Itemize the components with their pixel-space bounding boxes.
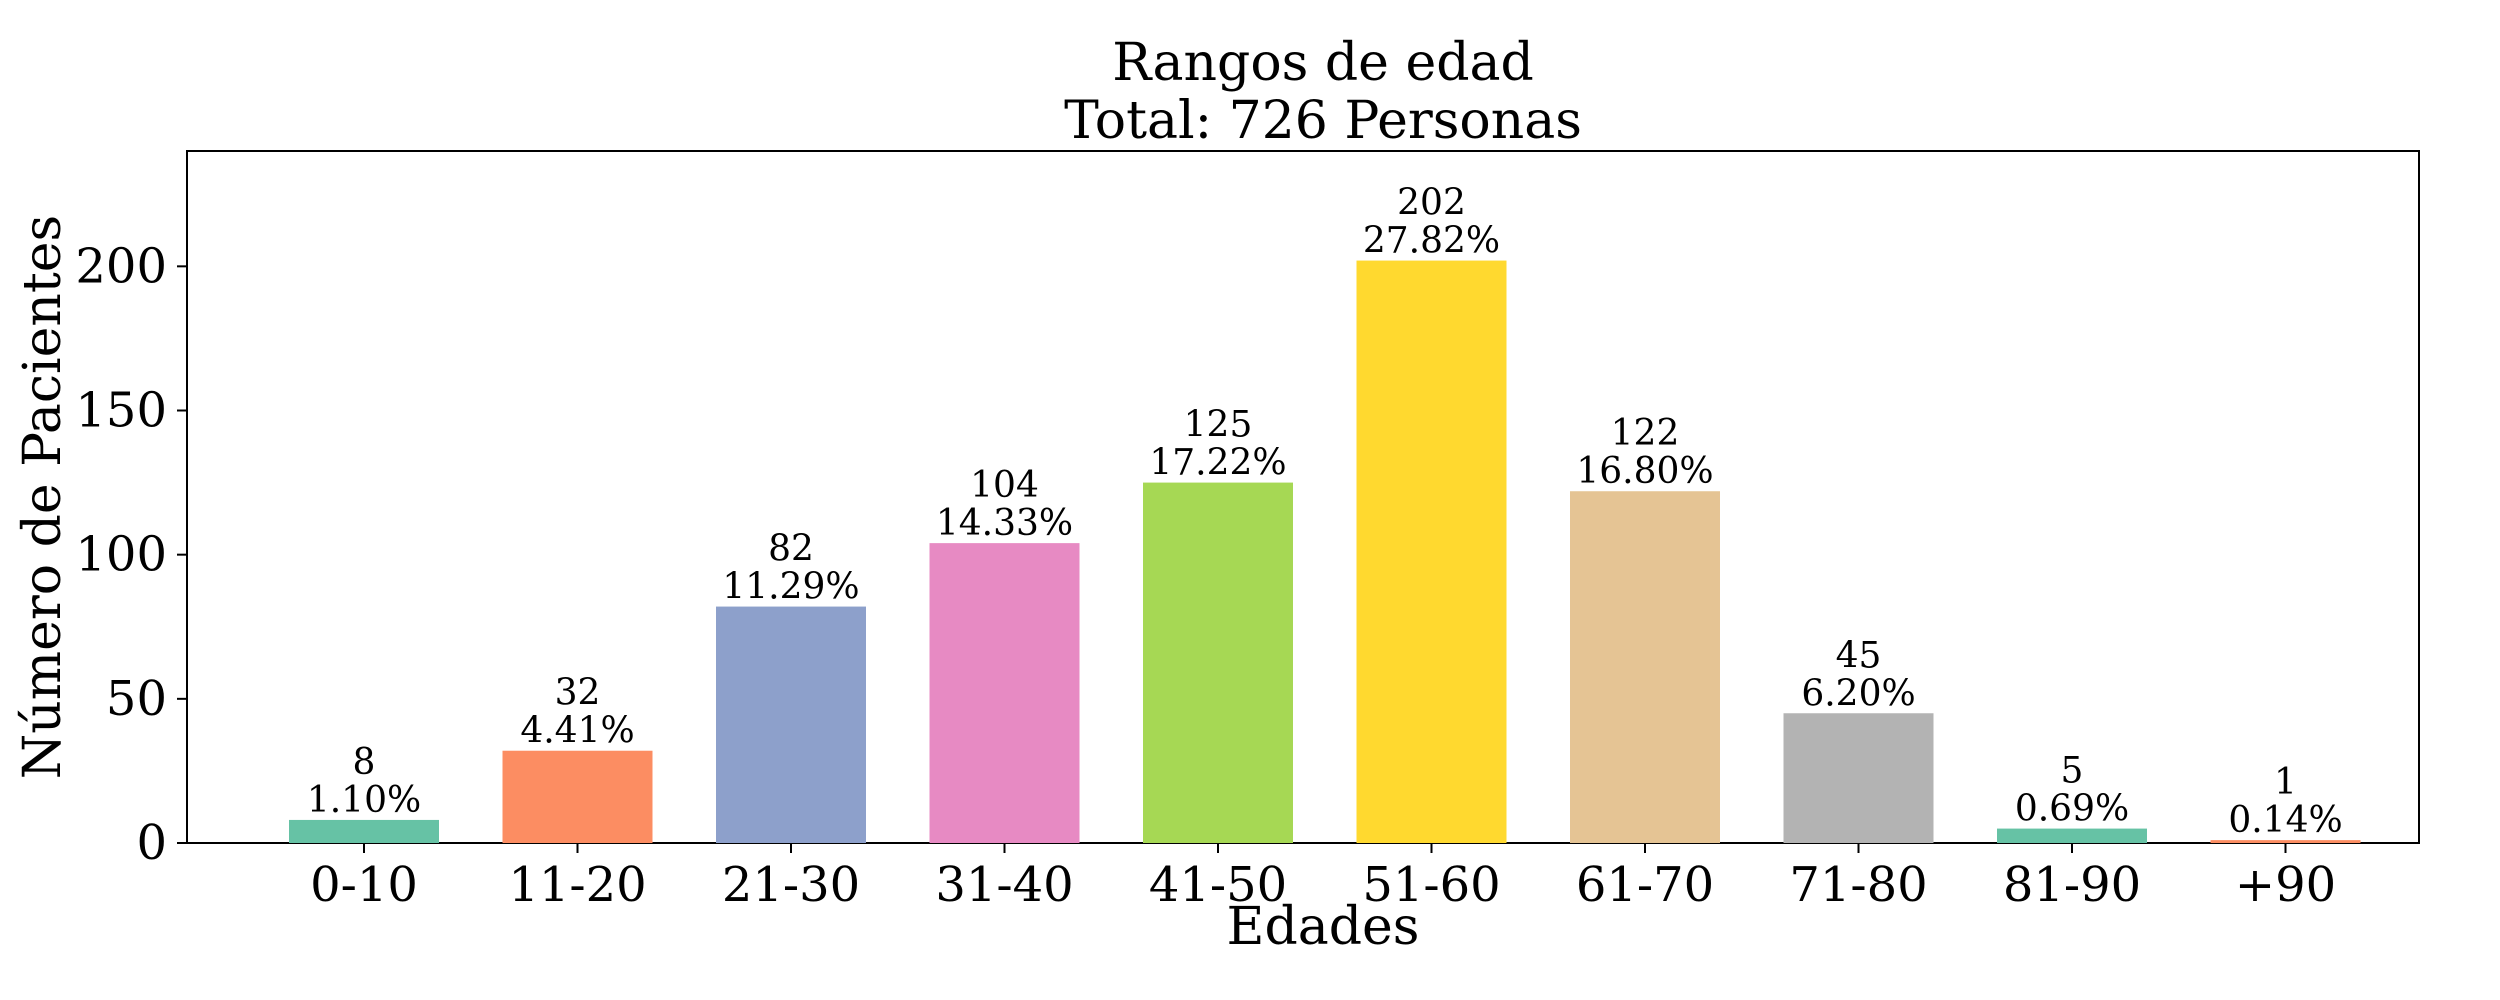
x-tick-label-+90: +90 [2235, 857, 2336, 913]
data-label-count-41-50: 125 [1184, 405, 1253, 446]
y-tick-label-150: 150 [75, 383, 167, 439]
y-tick-label-50: 50 [106, 671, 167, 727]
data-label-percent-41-50: 17.22% [1149, 443, 1286, 484]
data-label-count-71-80: 45 [1836, 635, 1882, 676]
x-tick-label-41-50: 41-50 [1149, 857, 1287, 913]
data-label-count-+90: 1 [2274, 762, 2297, 803]
x-tick-label-61-70: 61-70 [1576, 857, 1714, 913]
data-label-count-21-30: 82 [768, 529, 814, 570]
x-tick-label-71-80: 71-80 [1789, 857, 1927, 913]
data-label-percent-21-30: 11.29% [722, 567, 859, 608]
bar-51-60 [1356, 260, 1507, 844]
data-label-percent-51-60: 27.82% [1363, 221, 1500, 262]
x-tick-label-0-10: 0-10 [310, 857, 418, 913]
data-label-count-61-70: 122 [1611, 413, 1680, 454]
bar-41-50 [1143, 482, 1293, 843]
y-tick-label-200: 200 [75, 238, 167, 294]
data-label-percent-61-70: 16.80% [1576, 451, 1713, 492]
x-axis-label: Edades [1227, 897, 1420, 957]
data-label-percent-0-10: 1.10% [307, 780, 421, 821]
data-label-percent-+90: 0.14% [2228, 800, 2342, 841]
bar-0-10 [289, 819, 439, 843]
chart-title-line-2: Total: 726 Personas [1064, 91, 1582, 151]
bars-layer [289, 260, 2361, 844]
x-tick-label-11-20: 11-20 [508, 857, 646, 913]
bar-81-90 [1997, 828, 2147, 843]
y-tick-label-0: 0 [136, 815, 167, 871]
chart-title-line-1: Rangos de edad [1112, 33, 1534, 93]
plot-area-frame [186, 150, 2420, 844]
data-label-count-51-60: 202 [1397, 183, 1466, 224]
bar-61-70 [1570, 491, 1720, 843]
bar-71-80 [1783, 713, 1934, 843]
bar-31-40 [929, 543, 1080, 843]
y-axis-label: Número de Pacientes [13, 215, 73, 779]
x-tick-label-51-60: 51-60 [1362, 857, 1500, 913]
data-label-percent-71-80: 6.20% [1801, 673, 1915, 714]
data-label-percent-11-20: 4.41% [520, 711, 634, 752]
y-tick-label-100: 100 [75, 527, 167, 583]
data-label-percent-31-40: 14.33% [936, 503, 1073, 544]
data-label-count-11-20: 32 [555, 673, 601, 714]
x-tick-label-81-90: 81-90 [2003, 857, 2141, 913]
data-label-count-31-40: 104 [970, 465, 1039, 506]
data-label-percent-81-90: 0.69% [2015, 789, 2129, 830]
data-label-count-0-10: 8 [353, 742, 376, 783]
x-tick-label-21-30: 21-30 [722, 857, 860, 913]
data-label-count-81-90: 5 [2061, 751, 2084, 792]
x-tick-label-31-40: 31-40 [935, 857, 1073, 913]
x-axis: 0-10 11-20 21-30 31-40 41-50 51-60 61-70 71-80 8… [310, 843, 2336, 913]
bar-21-30 [716, 606, 866, 843]
bar-+90 [2210, 840, 2361, 843]
bar-11-20 [502, 750, 653, 843]
y-axis: 0 50 100 150 200 [75, 238, 187, 871]
